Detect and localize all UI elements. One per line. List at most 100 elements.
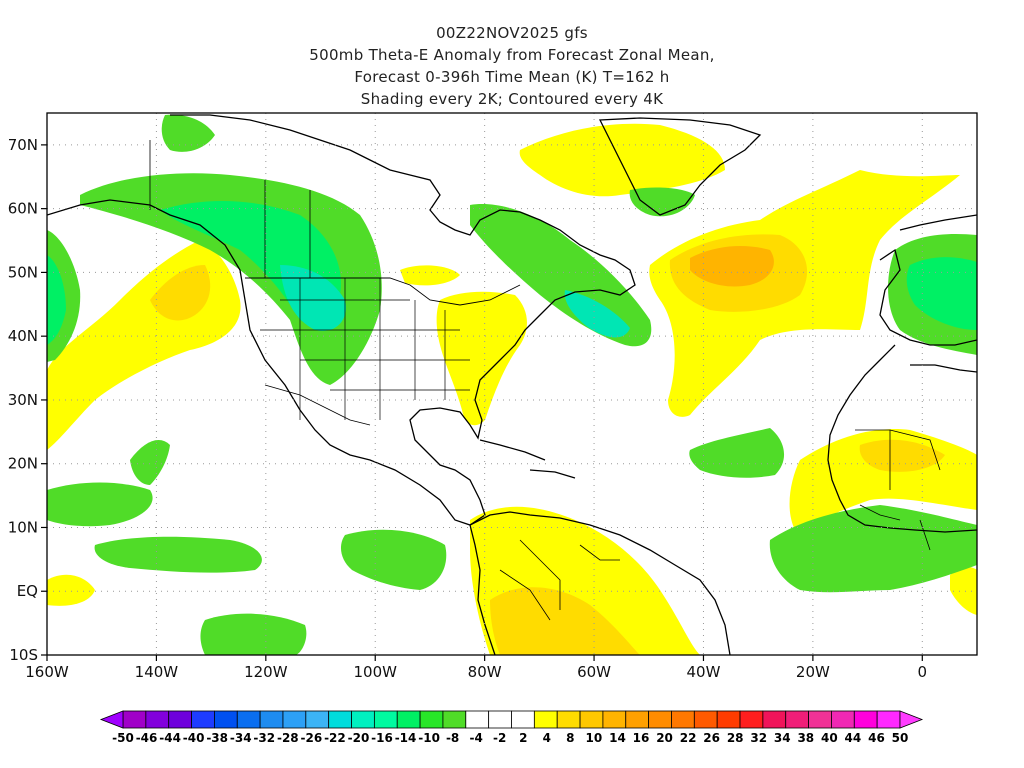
colorbar-label: -22 [324,731,346,745]
colorbar-label: -8 [446,731,459,745]
colorbar-swatch [191,710,215,729]
colorbar-left-arrow [99,710,124,729]
lon-tick-label: 20W [796,663,830,681]
colorbar-label: 26 [703,731,720,745]
colorbar-swatch [351,710,375,729]
colorbar-label: 40 [821,731,838,745]
colorbar-swatch [625,710,650,729]
coast-caribbean [479,439,576,479]
colorbar-swatch [648,710,672,729]
colorbar-label: 38 [797,731,814,745]
colorbar-swatch [511,710,535,729]
border-canada-provinces [149,140,311,278]
colorbar-label: 8 [566,731,574,745]
colorbar-label: 46 [868,731,885,745]
colorbar-label: -44 [159,731,181,745]
colorbar-swatch [214,710,238,729]
colorbar-swatch [579,710,604,729]
lat-tick-label: 40N [8,327,38,345]
colorbar-label: -16 [371,731,393,745]
lat-tick-label: 50N [8,263,38,281]
shade-negative-midpac [130,440,170,485]
colorbar-label: 10 [586,731,603,745]
colorbar-label: 32 [750,731,767,745]
colorbar-label: -34 [230,731,252,745]
shade-negative-greenland [629,187,695,217]
border-us-states [260,278,470,420]
border-south-america [499,539,620,621]
colorbar-label: -50 [112,731,134,745]
colorbar-swatch [442,710,467,729]
colorbar-label: 14 [609,731,626,745]
colorbar-swatch [739,710,764,729]
lat-tick-label: EQ [17,582,38,600]
colorbar-swatch [145,710,170,729]
colorbar-label: -40 [183,731,205,745]
colorbar-swatch [488,710,512,729]
shade-positive-eqpac [47,574,95,606]
lon-tick-label: 160W [25,663,69,681]
lon-tick-label: 0 [918,663,928,681]
shade-negative-tropatl [689,428,785,478]
colorbar-swatch [328,710,352,729]
border-africa [855,429,941,551]
colorbar-label: -14 [395,731,417,745]
colorbar-label: 50 [892,731,909,745]
colorbar-swatch [785,710,809,729]
colorbar-label: 28 [727,731,744,745]
colorbar-swatch [282,710,307,729]
title-line-2: 500mb Theta-E Anomaly from Forecast Zona… [309,46,715,64]
colorbar-label: -32 [253,731,275,745]
lon-tick-label: 100W [354,663,398,681]
shade-negative-alaska [161,114,215,152]
colorbar-swatch [671,710,695,729]
shade-positive-atlantic-core [690,246,774,287]
coast-greenland [598,117,762,216]
colorbar-label: 22 [680,731,697,745]
title-line-4: Shading every 2K; Contoured every 4K [360,90,664,108]
colorbar-label: 4 [543,731,551,745]
border-us-canada [245,277,521,306]
shade-positive-greenland [519,123,725,197]
shade-positive-eastpac [47,240,241,450]
colorbar-right-arrow [899,710,924,729]
border-mexico [264,384,371,426]
colorbar-label: 20 [656,731,673,745]
lat-tick-label: 20N [8,455,38,473]
shade-positive-atlantic [649,170,960,417]
anomaly-shading [47,114,977,655]
lon-tick-label: 120W [244,663,288,681]
lon-tick-label: 140W [135,663,179,681]
colorbar-swatch [533,710,558,729]
shade-negative-labrador-core [564,290,630,338]
colorbar-swatch [831,710,855,729]
coastlines [47,114,977,655]
colorbar-label: -26 [301,731,323,745]
colorbar [99,710,924,729]
colorbar-swatch [465,710,490,729]
shade-negative-eqpac-3 [200,613,307,655]
lon-tick-label: 60W [577,663,611,681]
colorbar-label: 16 [633,731,650,745]
colorbar-label: -38 [206,731,228,745]
colorbar-label: -10 [418,731,440,745]
colorbar-label: -46 [136,731,158,745]
shade-positive-useast [436,291,527,426]
colorbar-label: 34 [774,731,791,745]
lat-tick-label: 10S [9,646,38,664]
shade-negative-plains-core [280,265,346,331]
colorbar-label: -20 [348,731,370,745]
lat-tick-label: 30N [8,391,38,409]
colorbar-swatch [396,710,421,729]
colorbar-swatch [716,710,741,729]
colorbar-swatch [419,710,444,729]
colorbar-label: 44 [845,731,862,745]
colorbar-swatch [373,710,398,729]
colorbar-swatch [305,710,330,729]
colorbar-swatch [236,710,261,729]
colorbar-swatch [602,710,627,729]
shade-positive-southamerica-mid [490,587,640,655]
colorbar-swatch [168,710,192,729]
coast-south-america [469,511,731,655]
